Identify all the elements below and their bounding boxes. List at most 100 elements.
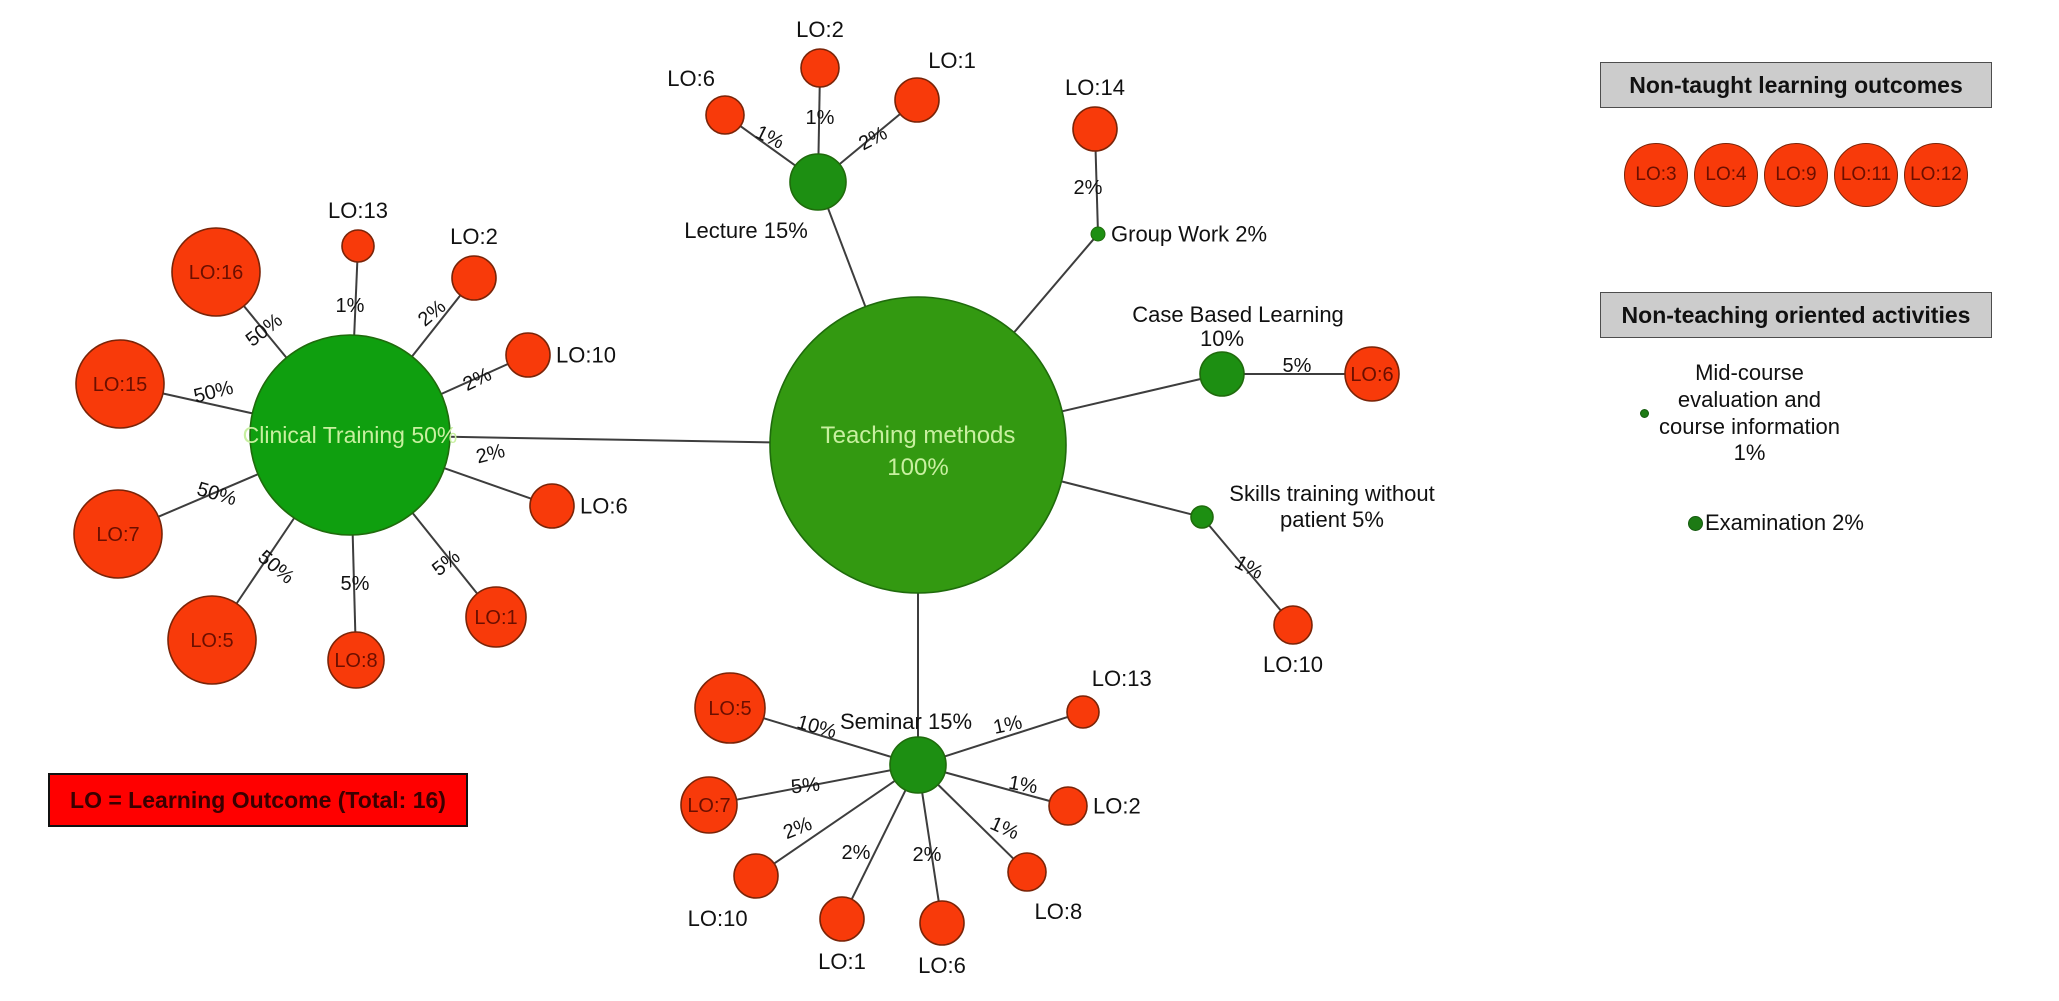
edge-seminar-to-sem-lo5	[763, 717, 892, 758]
legend-non-taught-chips: LO:3 LO:4 LO:9 LO:11 LO:12	[1600, 140, 1992, 210]
node-sem-lo8[interactable]	[1007, 852, 1047, 892]
edge-seminar-to-sem-lo1	[850, 789, 907, 900]
label-skills-training: Skills training without	[1229, 481, 1434, 506]
node-group-work[interactable]	[1090, 226, 1106, 242]
label-ct-lo16: LO:16	[189, 262, 243, 284]
edge-root-to-clinical-training	[449, 435, 771, 444]
node-case-based-learning[interactable]	[1199, 351, 1245, 397]
node-gw-lo14[interactable]	[1072, 106, 1118, 152]
label-sem-lo13: LO:13	[1092, 666, 1152, 691]
label-st-lo10: LO:10	[1263, 652, 1323, 677]
node-ct-lo6[interactable]	[529, 483, 575, 529]
node-layer: Teaching methods 100% Clinical Training 50…	[73, 17, 1435, 978]
label-seminar: Seminar 15%	[840, 709, 972, 734]
node-sem-lo1[interactable]	[819, 896, 865, 942]
edge-weight-label: 2%	[842, 842, 871, 864]
node-ct-lo16[interactable]	[171, 227, 261, 317]
edge-clinical-training-to-ct-lo15	[162, 392, 253, 415]
edge-weight-label: 50%	[194, 478, 239, 510]
label-cbl-lo6: LO:6	[1350, 364, 1393, 386]
node-seminar[interactable]	[889, 736, 947, 794]
node-sem-lo10[interactable]	[733, 853, 779, 899]
node-clinical-training[interactable]	[249, 334, 451, 536]
edge-weight-label: 1%	[336, 295, 365, 317]
legend-chip-lo9[interactable]: LO:9	[1764, 143, 1828, 207]
label-lec-lo2: LO:2	[796, 17, 844, 42]
label-skills-training-value: patient 5%	[1280, 507, 1384, 532]
legend-chip-lo3[interactable]: LO:3	[1624, 143, 1688, 207]
node-skills-training[interactable]	[1190, 505, 1214, 529]
edge-root-to-case-based-learning	[1061, 378, 1201, 413]
edge-weight-label: 5%	[1283, 355, 1312, 377]
node-ct-lo8[interactable]	[327, 631, 385, 689]
label-case-based-learning-value: 10%	[1200, 326, 1244, 351]
legend-item-mid-course-evaluation: Mid-course evaluation and course informa…	[1640, 360, 1960, 467]
edge-lecture-to-lec-lo6	[739, 125, 796, 167]
node-sem-lo13[interactable]	[1066, 695, 1100, 729]
label-ct-lo13: LO:13	[328, 198, 388, 223]
label-ct-lo2: LO:2	[450, 224, 498, 249]
node-ct-lo7[interactable]	[73, 489, 163, 579]
edge-weight-label: 50%	[242, 309, 287, 351]
edge-weight-label: 1%	[1007, 772, 1040, 799]
green-dot-icon	[1688, 515, 1703, 531]
node-sem-lo2[interactable]	[1048, 786, 1088, 826]
node-teaching-methods[interactable]	[769, 296, 1067, 594]
node-ct-lo13[interactable]	[341, 229, 375, 263]
edge-skills-training-to-st-lo10	[1208, 524, 1282, 612]
edge-clinical-training-to-ct-lo16	[243, 305, 288, 359]
edge-seminar-to-sem-lo10	[773, 779, 896, 865]
label-ct-lo5: LO:5	[190, 630, 233, 652]
edge-weight-label: 5%	[790, 774, 821, 799]
node-ct-lo2[interactable]	[451, 255, 497, 301]
edge-weight-label: 2%	[855, 122, 891, 155]
edge-weight-label: 1%	[991, 711, 1024, 739]
edge-weight-label: 1%	[987, 813, 1023, 845]
node-lec-lo6[interactable]	[705, 95, 745, 135]
edge-clinical-training-to-ct-lo2	[411, 294, 462, 358]
edge-seminar-to-sem-lo13	[944, 715, 1069, 758]
node-lec-lo2[interactable]	[800, 48, 840, 88]
edge-weight-label: 10%	[794, 711, 839, 743]
edge-clinical-training-to-ct-lo7	[158, 473, 259, 518]
legend-item-examination-label: Examination 2%	[1705, 510, 1864, 535]
edge-root-to-group-work	[1013, 238, 1095, 334]
edge-group-work-to-gw-lo14	[1094, 150, 1099, 228]
edge-clinical-training-to-ct-lo10	[440, 363, 509, 395]
label-teaching-methods: Teaching methods	[821, 422, 1016, 449]
node-cbl-lo6[interactable]	[1344, 346, 1400, 402]
label-ct-lo15: LO:15	[93, 374, 147, 396]
label-lecture: Lecture 15%	[684, 218, 808, 243]
legend-chip-lo4[interactable]: LO:4	[1694, 143, 1758, 207]
node-st-lo10[interactable]	[1273, 605, 1313, 645]
label-group-work: Group Work 2%	[1111, 222, 1267, 247]
node-ct-lo5[interactable]	[167, 595, 257, 685]
node-sem-lo6[interactable]	[919, 900, 965, 946]
label-sem-lo10: LO:10	[688, 906, 748, 931]
node-ct-lo1[interactable]	[465, 586, 527, 648]
legend-non-teaching-header: Non-teaching oriented activities	[1600, 292, 1992, 338]
label-lec-lo1: LO:1	[928, 48, 976, 73]
legend-lo-total-note: LO = Learning Outcome (Total: 16)	[48, 773, 468, 827]
label-lec-lo6: LO:6	[667, 66, 715, 91]
edge-clinical-training-to-ct-lo13	[353, 261, 359, 336]
edge-weight-label: 1%	[752, 121, 788, 154]
node-lecture[interactable]	[789, 153, 847, 211]
legend-non-taught-header: Non-taught learning outcomes	[1600, 62, 1992, 108]
node-sem-lo7[interactable]	[680, 776, 738, 834]
edge-weight-label: 2%	[474, 440, 508, 468]
legend-item-mid-course-label: Mid-course evaluation and course informa…	[1659, 360, 1840, 466]
label-gw-lo14: LO:14	[1065, 75, 1125, 100]
legend-non-teaching-title: Non-teaching oriented activities	[1621, 301, 1971, 328]
legend-chip-lo12[interactable]: LO:12	[1904, 143, 1968, 207]
label-case-based-learning: Case Based Learning	[1132, 302, 1344, 327]
legend-chip-lo11[interactable]: LO:11	[1834, 143, 1898, 207]
label-teaching-methods-value: 100%	[887, 454, 948, 481]
node-ct-lo15[interactable]	[75, 339, 165, 429]
node-sem-lo5[interactable]	[694, 672, 766, 744]
edge-seminar-to-sem-lo6	[921, 792, 940, 902]
edge-weight-label: 2%	[414, 296, 450, 332]
node-lec-lo1[interactable]	[894, 77, 940, 123]
node-ct-lo10[interactable]	[505, 332, 551, 378]
edge-clinical-training-to-ct-lo5	[235, 517, 296, 605]
